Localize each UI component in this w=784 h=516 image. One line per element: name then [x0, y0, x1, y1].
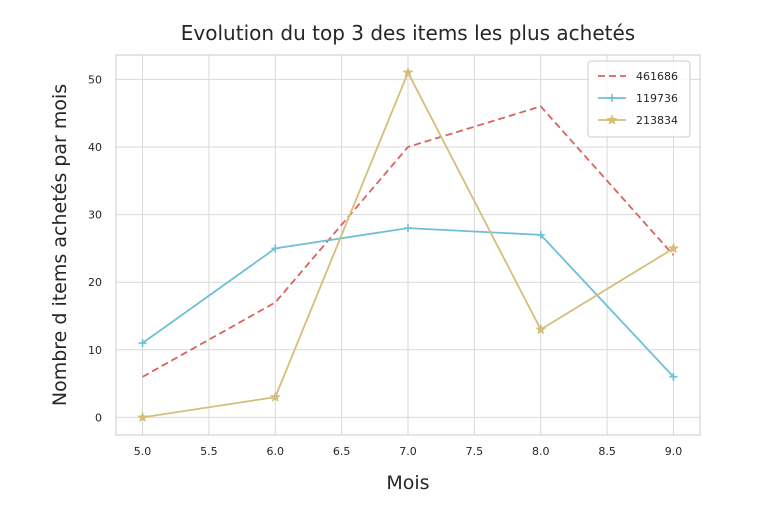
y-tick-label: 0	[95, 411, 102, 424]
data-point-plus	[608, 94, 616, 102]
series-line-461686	[142, 105, 675, 378]
legend-label: 119736	[636, 92, 678, 105]
y-axis-label: Nombre d items achetés par mois	[49, 84, 71, 406]
grid-lines	[116, 55, 700, 435]
y-tick-label: 30	[88, 209, 102, 222]
x-tick-label: 8.0	[532, 445, 550, 458]
series-213834	[137, 66, 679, 423]
data-point-star	[402, 66, 414, 78]
y-tick-label: 50	[88, 73, 102, 86]
x-tick-label: 7.5	[466, 445, 484, 458]
legend-label: 213834	[636, 114, 678, 127]
data-point-plus	[536, 230, 545, 239]
legend: 461686 119736 213834	[587, 60, 691, 138]
x-tick-label: 6.0	[267, 445, 285, 458]
y-tick-label: 20	[88, 276, 102, 289]
tick-labels: 5.0 5.5 6.0 6.5 7.0 7.5 8.0 8.5 9.0 0 10 20 30 40 50	[88, 73, 682, 458]
series-461686	[142, 105, 675, 378]
data-point-plus	[138, 339, 147, 348]
x-tick-label: 7.0	[399, 445, 417, 458]
data-point-star	[535, 323, 547, 335]
data-point-plus	[271, 244, 280, 253]
y-tick-label: 10	[88, 344, 102, 357]
data-point-star	[606, 114, 618, 125]
x-axis-label: Mois	[386, 472, 429, 494]
x-tick-label: 8.5	[598, 445, 616, 458]
x-tick-label: 5.0	[134, 445, 152, 458]
x-tick-label: 9.0	[665, 445, 683, 458]
data-point-star	[667, 242, 679, 254]
plot-frame	[115, 54, 701, 436]
chart-title: Evolution du top 3 des items les plus ac…	[181, 21, 635, 45]
legend-entry-213834: 213834	[598, 114, 678, 127]
series-group	[137, 66, 679, 423]
legend-entry-461686: 461686	[598, 70, 678, 83]
legend-label: 461686	[636, 70, 678, 83]
x-tick-label: 5.5	[200, 445, 218, 458]
legend-entry-119736: 119736	[598, 92, 678, 105]
y-tick-label: 40	[88, 141, 102, 154]
data-point-plus	[669, 372, 678, 381]
data-point-star	[269, 391, 281, 402]
x-tick-label: 6.5	[333, 445, 351, 458]
series-119736	[138, 224, 678, 381]
data-point-star	[137, 411, 149, 423]
data-point-plus	[404, 224, 412, 233]
